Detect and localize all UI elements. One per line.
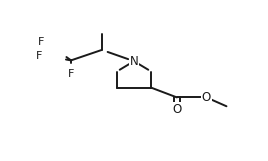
Text: F: F [38, 37, 45, 47]
Text: F: F [36, 51, 42, 61]
Text: F: F [68, 69, 74, 79]
Text: O: O [202, 91, 211, 104]
Text: N: N [130, 55, 138, 68]
Text: O: O [172, 103, 181, 116]
